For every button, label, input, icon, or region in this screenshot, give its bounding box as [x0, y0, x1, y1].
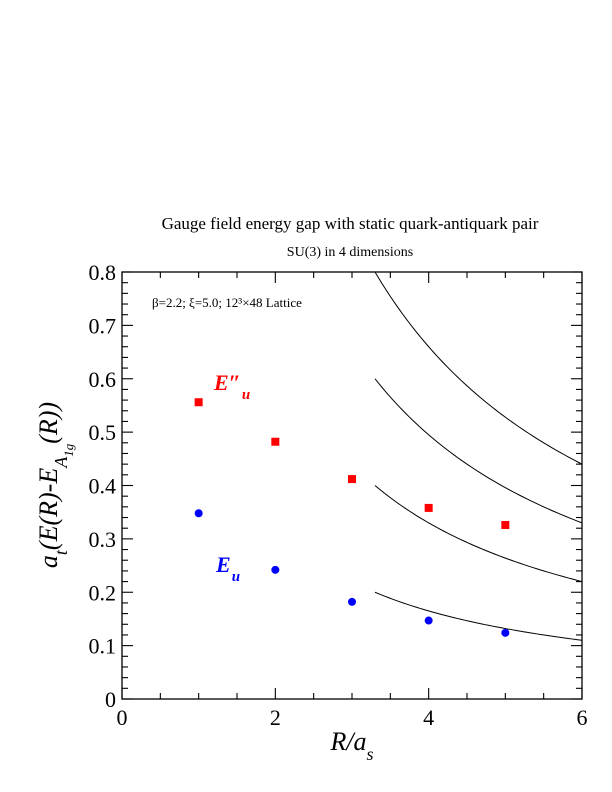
y-axis-label: at(E(R)-EA1g(R)) — [34, 402, 76, 568]
data-point-square — [424, 503, 433, 512]
data-point-square — [271, 437, 280, 446]
y-tick-label: 0.7 — [89, 313, 117, 338]
chart-title: Gauge field energy gap with static quark… — [162, 214, 539, 233]
x-tick-label: 0 — [117, 705, 128, 730]
y-tick-label: 0.8 — [89, 260, 117, 285]
axis-tick-labels: 0 2 4 6 0 0.1 0.2 0.3 0.4 0.5 0.6 0.7 0.8 — [89, 260, 588, 730]
data-point-circle — [194, 509, 203, 518]
lattice-annotation: β=2.2; ξ=5.0; 12³×48 Lattice — [152, 295, 302, 310]
plot-frame — [121, 271, 583, 700]
axis-ticks — [121, 271, 583, 700]
reference-curve-3 — [374, 378, 583, 524]
data-point-square — [348, 475, 356, 484]
y-tick-label: 0 — [105, 687, 116, 712]
x-axis-label: R/as — [329, 727, 373, 764]
y-tick-label: 0.6 — [89, 367, 117, 392]
y-tick-label: 0.4 — [89, 474, 117, 499]
chart-subtitle: SU(3) in 4 dimensions — [287, 245, 413, 260]
y-tick-label: 0.1 — [89, 634, 117, 659]
series-label-e-u: Eu — [215, 552, 240, 585]
data-point-square — [501, 520, 510, 529]
x-tick-label: 2 — [270, 705, 281, 730]
y-tick-label: 0.5 — [89, 420, 117, 445]
y-tick-label: 0.2 — [89, 580, 117, 605]
reference-curves — [374, 271, 583, 641]
series-label-e-double-prime-u: E″u — [213, 370, 250, 403]
data-points — [194, 398, 510, 637]
data-point-circle — [424, 616, 433, 625]
y-tick-label: 0.3 — [89, 527, 117, 552]
x-tick-label: 4 — [423, 705, 434, 730]
data-point-square — [194, 398, 203, 407]
data-point-circle — [271, 565, 280, 574]
x-tick-label: 6 — [577, 705, 588, 730]
data-point-circle — [501, 628, 510, 637]
data-point-circle — [348, 597, 356, 606]
reference-curve-4 — [374, 271, 583, 465]
reference-curve-2 — [374, 485, 583, 583]
reference-curve-1 — [374, 591, 583, 641]
